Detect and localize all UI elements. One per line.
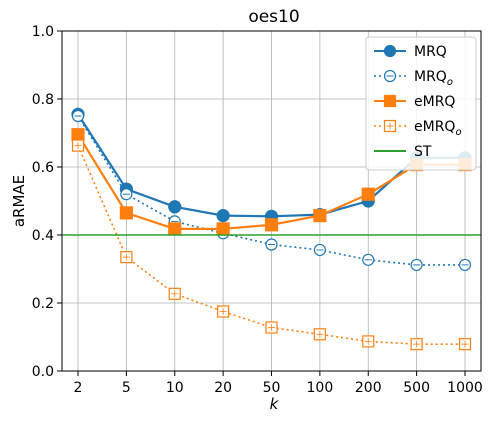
y-tick-label: 0.0 (32, 364, 54, 380)
x-tick-label: 200 (355, 380, 382, 396)
x-tick-label: 50 (263, 380, 281, 396)
y-tick-label: 0.2 (32, 296, 54, 312)
y-tick-label: 1.0 (32, 24, 54, 40)
legend-label: MRQ (414, 44, 447, 60)
y-tick-label: 0.4 (32, 228, 54, 244)
legend-entry-emrq: eMRQ (374, 94, 455, 110)
series-line-emrq-o (77, 145, 465, 345)
data-point-emrq (313, 209, 327, 223)
x-axis-label: k (270, 395, 280, 413)
legend-label: MRQo (414, 69, 453, 88)
series-layer (62, 107, 481, 351)
legend-label: eMRQo (414, 119, 462, 138)
data-point-mrq (168, 200, 182, 214)
legend-label: eMRQ (414, 94, 455, 110)
x-tick-label: 100 (307, 380, 334, 396)
x-tick-label: 2 (74, 380, 83, 396)
legend-entry-mrq: MRQ (374, 44, 447, 60)
legend-marker (383, 94, 397, 108)
data-point-mrq (216, 209, 230, 223)
y-tick-label: 0.6 (32, 160, 54, 176)
legend-label: ST (414, 144, 432, 160)
ticks: 2 5 10 20 50 100 200 500 1000 0.0 0.2 0.4 0.6 0.8 1.0 (32, 24, 483, 396)
x-tick-label: 20 (214, 380, 232, 396)
data-point-emrq (119, 206, 133, 220)
legend: MRQ MRQo eMRQ eMRQo ST (365, 36, 477, 171)
legend-entry-emrq-o: eMRQo (374, 119, 462, 138)
x-tick-label: 500 (403, 380, 430, 396)
legend-label-subscript: o (447, 77, 453, 88)
legend-label-subscript: o (455, 127, 461, 138)
chart-title: oes10 (248, 7, 299, 27)
y-tick-label: 0.8 (32, 92, 54, 108)
legend-box (365, 36, 477, 171)
series-emrq (71, 128, 472, 236)
y-axis-label: aRMAE (10, 175, 28, 227)
data-point-emrq (71, 128, 85, 142)
data-point-emrq (361, 187, 375, 201)
data-point-emrq (264, 218, 279, 232)
data-point-emrq (168, 222, 182, 236)
legend-entry-st: ST (374, 144, 432, 160)
series-emrq-o (71, 139, 472, 351)
x-tick-label: 1000 (447, 380, 483, 396)
legend-entry-mrq-o: MRQo (374, 69, 453, 88)
legend-marker (383, 44, 397, 58)
x-tick-label: 5 (122, 380, 131, 396)
x-tick-label: 10 (166, 380, 184, 396)
data-point-emrq (216, 222, 230, 236)
